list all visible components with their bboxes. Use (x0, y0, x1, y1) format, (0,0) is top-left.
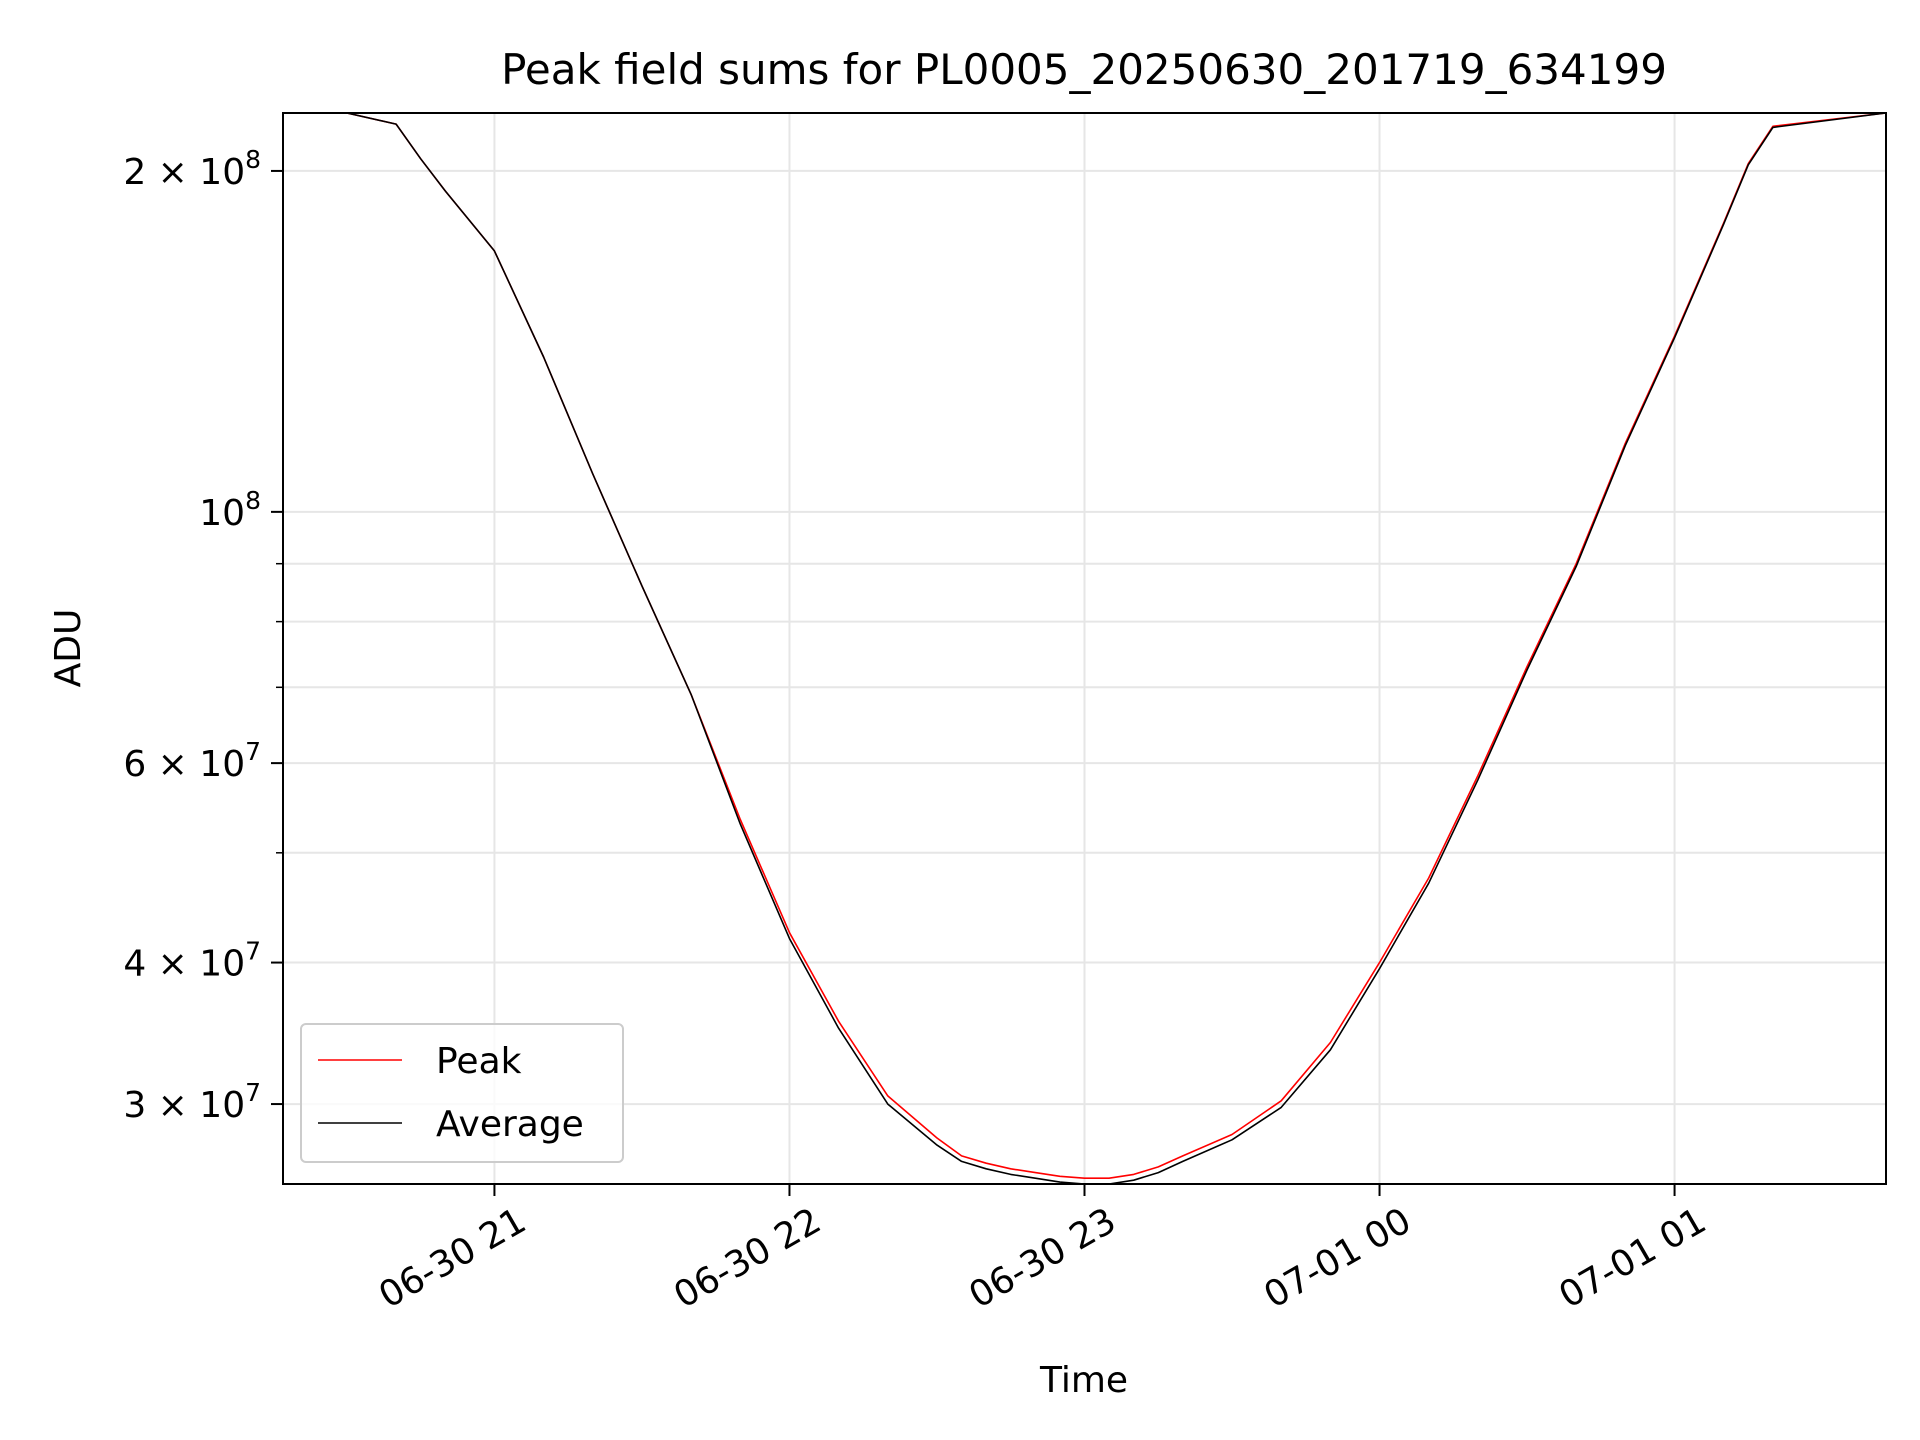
y-tick-label-4: 2 × 108 (123, 145, 261, 193)
y-axis: 3 × 107 4 × 107 6 × 107 108 2 × 108 (123, 145, 283, 1126)
chart-title: Peak field sums for PL0005_20250630_2017… (501, 45, 1667, 94)
series-line-average (283, 113, 1886, 1184)
y-tick-label-0: 3 × 107 (123, 1078, 261, 1126)
legend-label-peak: Peak (436, 1041, 522, 1082)
legend: Peak Average (300, 1023, 624, 1163)
y-tick-label-3: 108 (199, 486, 261, 534)
x-axis-label: Time (1039, 1360, 1128, 1401)
legend-label-average: Average (436, 1104, 584, 1145)
y-tick-label-1: 4 × 107 (123, 937, 261, 985)
plot-series (283, 113, 1886, 1184)
y-tick-label-2: 6 × 107 (123, 737, 261, 785)
legend-box (300, 1023, 624, 1163)
y-axis-label: ADU (48, 609, 89, 688)
